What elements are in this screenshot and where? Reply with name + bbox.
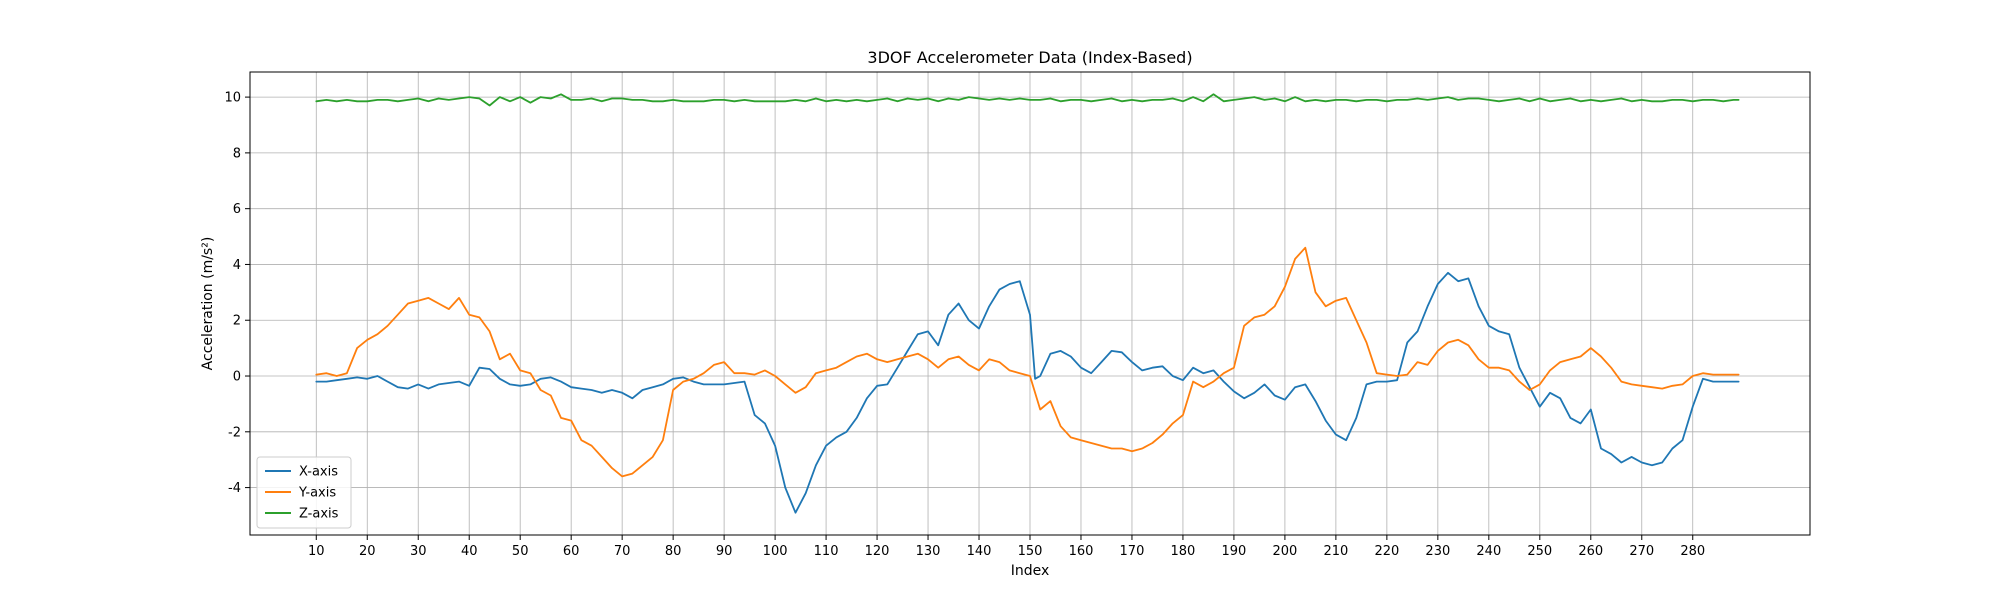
series-lines xyxy=(315,93,1740,514)
legend-entry: Y-axis xyxy=(298,486,336,501)
x-tick-label: 130 xyxy=(916,544,941,559)
x-tick-label: 180 xyxy=(1171,544,1196,559)
x-tick-label: 220 xyxy=(1374,544,1399,559)
y-tick-label: 6 xyxy=(233,202,241,217)
y-axis-ticks: -4 -2 0 2 4 6 8 10 xyxy=(224,91,250,496)
x-tick-label: 110 xyxy=(814,544,839,559)
x-tick-label: 160 xyxy=(1069,544,1094,559)
x-tick-label: 230 xyxy=(1425,544,1450,559)
x-tick-label: 30 xyxy=(410,544,427,559)
y-tick-label: 8 xyxy=(233,146,241,161)
x-tick-label: 10 xyxy=(308,544,325,559)
series-line-x-axis xyxy=(315,271,1740,514)
x-tick-label: 60 xyxy=(563,544,580,559)
x-tick-label: 70 xyxy=(614,544,631,559)
x-tick-label: 190 xyxy=(1222,544,1247,559)
x-tick-label: 120 xyxy=(865,544,890,559)
x-tick-label: 280 xyxy=(1680,544,1705,559)
chart-title: 3DOF Accelerometer Data (Index-Based) xyxy=(867,48,1192,67)
legend-entry: X-axis xyxy=(299,465,338,480)
x-tick-label: 260 xyxy=(1578,544,1603,559)
y-tick-label: 10 xyxy=(224,91,241,106)
series-line-y-axis xyxy=(315,246,1740,478)
legend-entry: Z-axis xyxy=(299,507,339,522)
grid xyxy=(250,72,1810,535)
x-tick-label: 40 xyxy=(461,544,478,559)
x-tick-label: 240 xyxy=(1476,544,1501,559)
x-tick-label: 170 xyxy=(1120,544,1145,559)
x-tick-label: 200 xyxy=(1272,544,1297,559)
x-axis-ticks: 10 20 30 40 50 60 70 80 90 100 110 120 130 140 150 160 1… xyxy=(308,535,1705,559)
series-line-z-axis xyxy=(315,93,1740,107)
x-tick-label: 270 xyxy=(1629,544,1654,559)
y-axis-label: Acceleration (m/s²) xyxy=(200,237,216,371)
x-tick-label: 140 xyxy=(967,544,992,559)
x-tick-label: 250 xyxy=(1527,544,1552,559)
x-tick-label: 90 xyxy=(716,544,733,559)
y-tick-label: 4 xyxy=(233,258,241,273)
x-tick-label: 100 xyxy=(763,544,788,559)
legend: X-axis Y-axis Z-axis xyxy=(256,456,352,529)
y-tick-label: -2 xyxy=(228,425,241,440)
y-tick-label: -4 xyxy=(228,481,241,496)
y-tick-label: 2 xyxy=(233,314,241,329)
x-tick-label: 150 xyxy=(1018,544,1043,559)
y-tick-label: 0 xyxy=(233,370,241,385)
x-tick-label: 210 xyxy=(1323,544,1348,559)
x-tick-label: 80 xyxy=(665,544,682,559)
x-tick-label: 50 xyxy=(512,544,529,559)
x-axis-label: Index xyxy=(1011,563,1050,579)
x-tick-label: 20 xyxy=(359,544,376,559)
legend-box xyxy=(256,456,352,529)
